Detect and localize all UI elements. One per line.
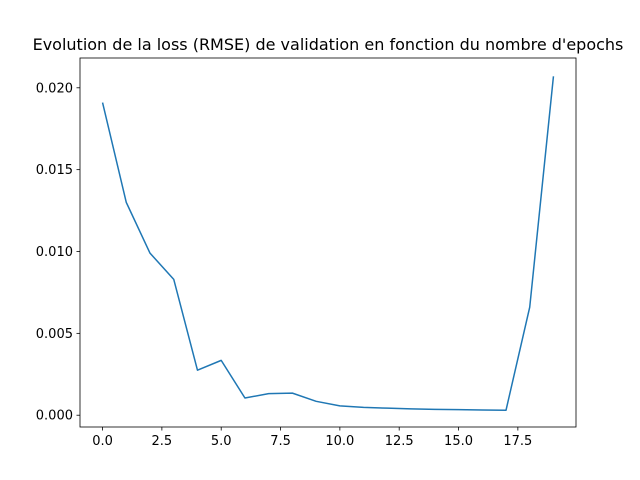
- y-tick-label: 0.000: [36, 409, 73, 424]
- x-axis: 0.0 2.5 5.0 7.5 10.0 12.5 15.0 17.5: [92, 427, 532, 449]
- y-axis: 0.000 0.005 0.010 0.015 0.020: [36, 81, 80, 424]
- x-tick-label: 2.5: [152, 434, 173, 449]
- x-tick-label: 10.0: [325, 434, 354, 449]
- y-tick-label: 0.005: [36, 327, 73, 342]
- x-tick-label: 7.5: [270, 434, 291, 449]
- x-tick-label: 15.0: [444, 434, 473, 449]
- x-tick-label: 5.0: [211, 434, 232, 449]
- y-tick-label: 0.020: [36, 81, 73, 96]
- y-tick-label: 0.015: [36, 163, 73, 178]
- series-line-0: [101, 76, 555, 412]
- x-tick-label: 12.5: [385, 434, 414, 449]
- chart-title: Evolution de la loss (RMSE) de validatio…: [33, 35, 624, 54]
- x-tick-label: 0.0: [92, 434, 113, 449]
- plot-area-frame: [79, 57, 577, 428]
- y-tick-label: 0.010: [36, 245, 73, 260]
- plot-series: [101, 76, 555, 412]
- x-tick-label: 17.5: [503, 434, 532, 449]
